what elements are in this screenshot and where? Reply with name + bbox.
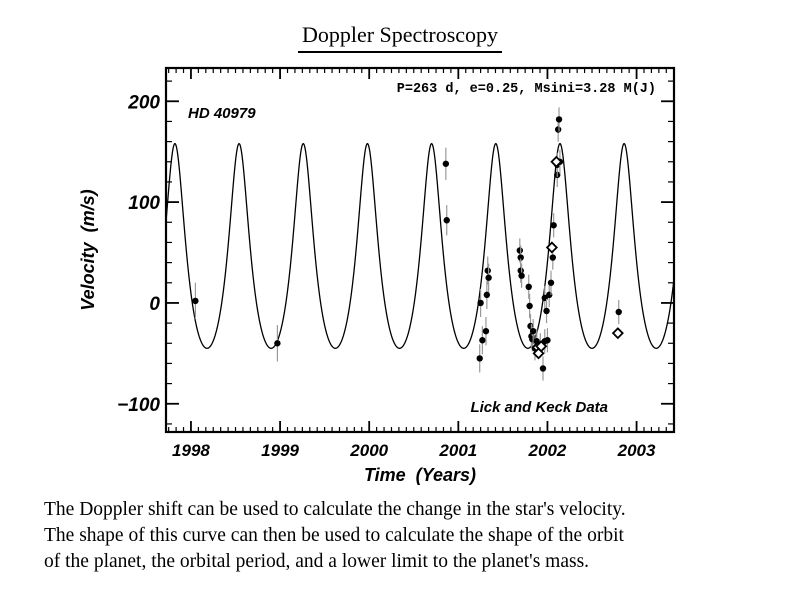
lick-data-point [479, 337, 486, 344]
lick-data-point [547, 279, 555, 286]
lick-data-point [525, 283, 532, 291]
lick-data-point [517, 254, 524, 261]
lick-data-point [615, 308, 622, 316]
lick-data-point [443, 217, 450, 224]
star-label: HD 40979 [188, 105, 256, 122]
lick-data-point [554, 126, 562, 133]
data-points [192, 107, 624, 381]
x-tick-label: 1999 [261, 441, 299, 460]
lick-data-point [482, 327, 490, 335]
tick-labels: 1998 1999 2000 2001 2002 2003 −100 0 100 200 [117, 92, 656, 460]
page-title-text: Doppler Spectroscopy [297, 22, 503, 53]
data-source-label: Lick and Keck Data [470, 399, 608, 416]
lick-data-point [274, 340, 281, 347]
page-title: Doppler Spectroscopy [0, 22, 800, 53]
lick-data-point [477, 299, 484, 307]
y-tick-label: 200 [127, 92, 160, 113]
caption-line: The shape of this curve can then be used… [44, 525, 624, 546]
x-axis-label: Time (Years) [364, 465, 476, 485]
lick-data-point [483, 291, 491, 299]
x-tick-label: 2001 [438, 441, 477, 460]
lick-data-point [549, 254, 556, 261]
x-tick-label: 1998 [172, 441, 210, 460]
lick-data-point [192, 297, 199, 305]
caption-line: The Doppler shift can be used to calcula… [44, 499, 626, 520]
lick-data-point [516, 247, 524, 254]
y-tick-label: 100 [128, 193, 160, 214]
keck-data-point [611, 327, 624, 340]
x-tick-label: 2000 [349, 441, 388, 460]
caption: The Doppler shift can be used to calcula… [44, 497, 774, 575]
lick-data-point [484, 267, 491, 274]
keck-data-point [535, 340, 548, 353]
plot-frame [164, 66, 676, 434]
keck-data-point [550, 155, 563, 168]
lick-data-point [550, 222, 557, 229]
x-tick-label: 2002 [528, 441, 567, 460]
keck-data-point [545, 241, 558, 254]
y-tick-label: 0 [149, 294, 160, 315]
y-tick-label: −100 [117, 395, 160, 416]
orbital-fit-curve [165, 142, 675, 349]
lick-data-point [543, 307, 550, 315]
lick-data-point [529, 327, 537, 335]
lick-data-point [539, 365, 547, 372]
y-axis-label: Velocity (m/s) [78, 189, 98, 310]
lick-data-point [526, 302, 533, 310]
lick-data-point [555, 116, 563, 123]
lick-data-point [442, 160, 450, 167]
lick-data-point [544, 337, 551, 344]
params-label: P=263 d, e=0.25, Msini=3.28 M(J) [397, 82, 656, 97]
caption-line: of the planet, the orbital period, and a… [44, 551, 590, 572]
lick-data-point [476, 355, 483, 362]
x-tick-label: 2003 [617, 441, 656, 460]
lick-data-point [485, 274, 492, 281]
lick-data-point [517, 267, 524, 274]
radial-velocity-chart: 1998 1999 2000 2001 2002 2003 −100 0 100 200 P=26… [78, 66, 676, 485]
lick-data-point [518, 272, 525, 279]
